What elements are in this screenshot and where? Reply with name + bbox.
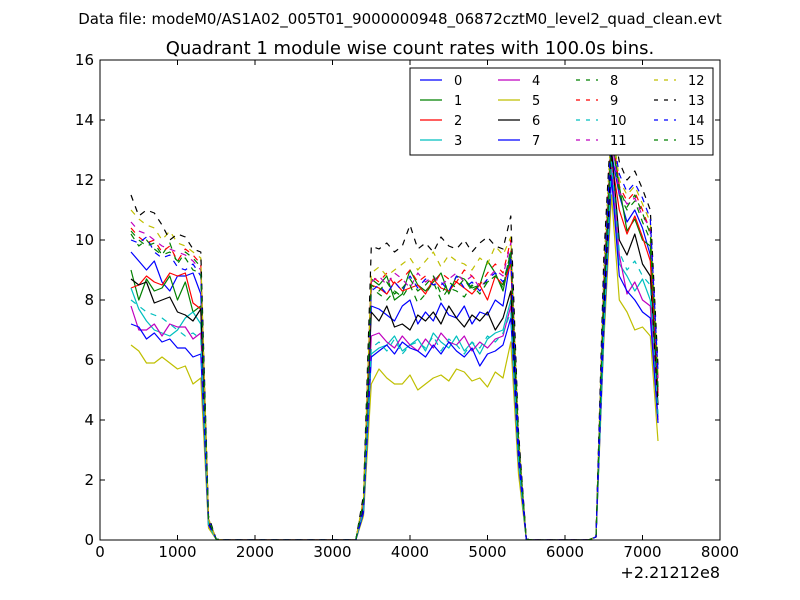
legend-label-4: 4 xyxy=(532,74,540,89)
series-line-15 xyxy=(130,137,659,540)
chart-title: Quadrant 1 module wise count rates with … xyxy=(166,38,655,59)
legend-label-13: 13 xyxy=(688,94,705,109)
y-tick-label: 16 xyxy=(75,51,94,69)
series-line-10 xyxy=(130,161,659,540)
series-line-12 xyxy=(130,119,659,540)
x-offset-label: +2.21212e8 xyxy=(620,563,720,582)
y-tick-label: 0 xyxy=(84,531,94,549)
legend-label-7: 7 xyxy=(532,134,540,149)
x-tick-label: 6000 xyxy=(546,543,584,561)
series-line-2 xyxy=(130,158,659,540)
series-line-0 xyxy=(130,152,659,540)
legend-label-12: 12 xyxy=(688,74,705,89)
series-line-9 xyxy=(130,125,659,540)
legend-label-14: 14 xyxy=(688,114,705,129)
x-tick-label: 7000 xyxy=(623,543,661,561)
series-line-6 xyxy=(130,149,659,540)
legend-label-11: 11 xyxy=(610,134,627,149)
series-line-5 xyxy=(130,194,659,540)
legend-label-5: 5 xyxy=(532,94,540,109)
series-layer xyxy=(130,113,659,540)
y-tick-label: 14 xyxy=(75,111,94,129)
series-line-7 xyxy=(130,176,659,540)
x-tick-label: 5000 xyxy=(468,543,506,561)
y-tick-label: 4 xyxy=(84,411,94,429)
legend-label-9: 9 xyxy=(610,94,618,109)
legend-label-2: 2 xyxy=(454,114,462,129)
axes: 0 1000 2000 3000 4000 5000 6000 7000 80000246810… xyxy=(75,51,739,561)
y-tick-label: 6 xyxy=(84,351,94,369)
series-line-14 xyxy=(130,128,659,540)
legend-label-0: 0 xyxy=(454,74,462,89)
x-tick-label: 4000 xyxy=(391,543,429,561)
legend-label-3: 3 xyxy=(454,134,462,149)
series-line-1 xyxy=(130,134,659,540)
legend-label-1: 1 xyxy=(454,94,462,109)
legend-label-15: 15 xyxy=(688,134,705,149)
series-line-11 xyxy=(130,140,659,540)
y-tick-label: 2 xyxy=(84,471,94,489)
x-tick-label: 8000 xyxy=(701,543,739,561)
legend-label-10: 10 xyxy=(610,114,627,129)
x-tick-label: 3000 xyxy=(313,543,351,561)
legend-label-8: 8 xyxy=(610,74,618,89)
series-line-13 xyxy=(130,113,659,540)
suptitle: Data file: modeM0/AS1A02_005T01_90000009… xyxy=(78,10,722,29)
x-tick-label: 2000 xyxy=(236,543,274,561)
legend-label-6: 6 xyxy=(532,114,540,129)
x-tick-label: 1000 xyxy=(158,543,196,561)
y-tick-label: 10 xyxy=(75,231,94,249)
x-tick-label: 0 xyxy=(95,543,105,561)
legend-box xyxy=(409,67,714,156)
series-line-8 xyxy=(130,131,659,540)
y-tick-label: 12 xyxy=(75,171,94,189)
y-tick-label: 8 xyxy=(84,291,94,309)
series-line-3 xyxy=(130,170,659,540)
